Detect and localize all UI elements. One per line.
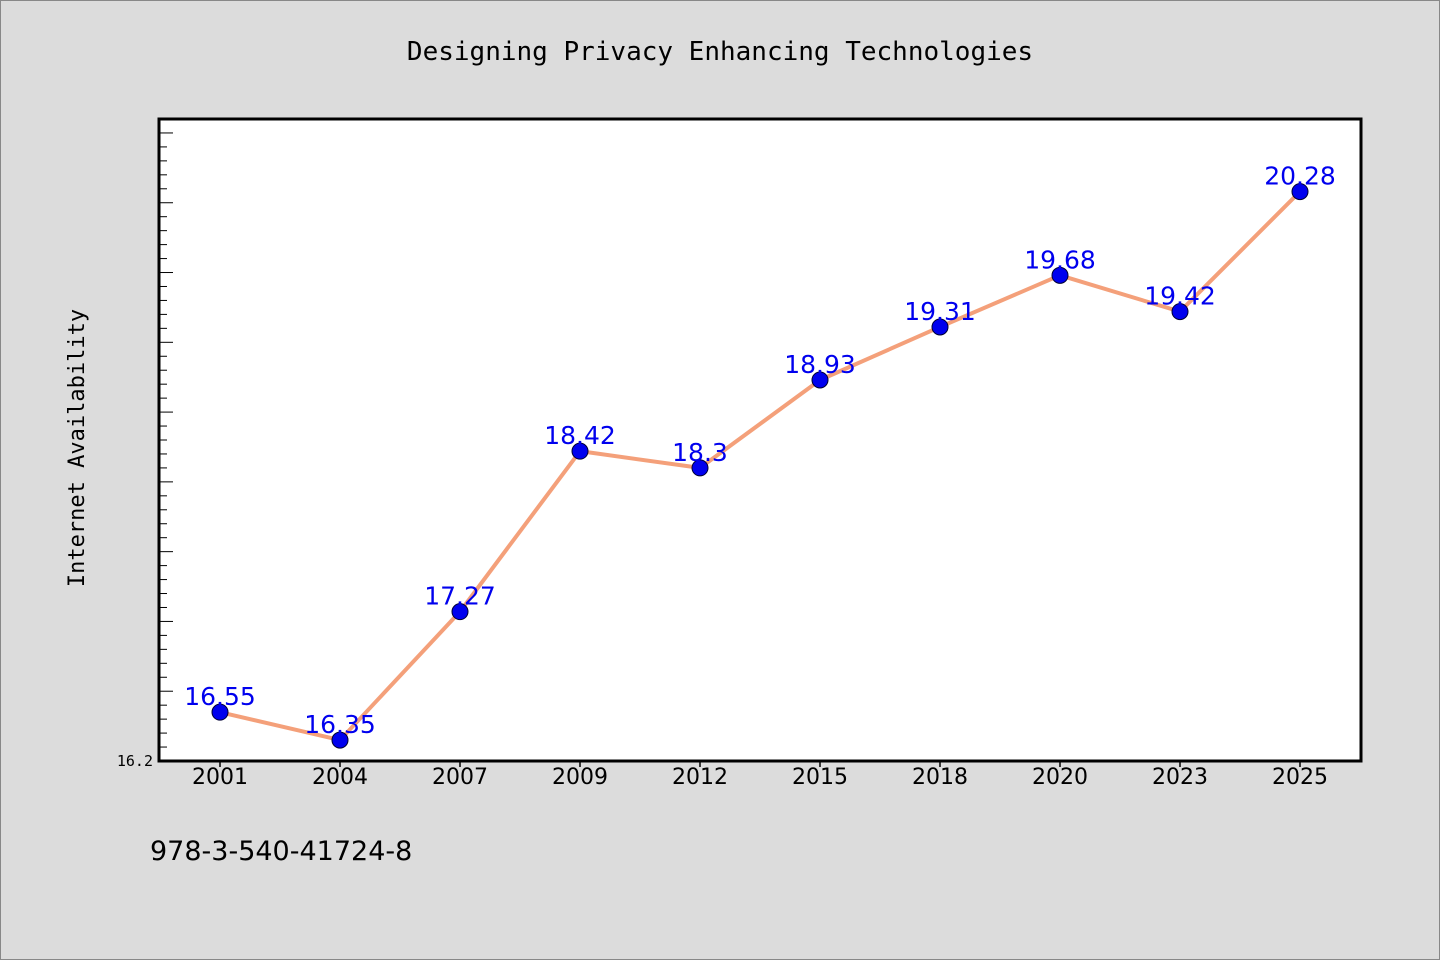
x-tick-label: 2004 (312, 765, 368, 790)
data-point (451, 603, 469, 621)
data-label: 18.93 (784, 350, 856, 379)
data-label: 19.42 (1144, 282, 1216, 311)
data-label: 17.27 (424, 582, 496, 611)
data-point (931, 318, 949, 336)
y-axis-label: Internet Availability (65, 309, 90, 587)
data-label: 19.68 (1024, 245, 1096, 274)
data-point (1171, 303, 1189, 321)
plot-area (157, 117, 1363, 763)
data-label: 16.35 (304, 710, 376, 739)
y-axis-ticks: 16.2 (117, 132, 173, 770)
x-tick-label: 2009 (552, 765, 608, 790)
data-label: 19.31 (904, 297, 976, 326)
data-label: 20.28 (1264, 162, 1336, 191)
x-tick-label: 2025 (1272, 765, 1328, 790)
y-tick-label: 16.2 (117, 752, 153, 770)
data-point (571, 442, 589, 460)
x-axis-ticks: 2001 2004 2007 2009 2012 2015 2018 2020 2023 2025 (192, 761, 1328, 790)
data-markers (211, 183, 1309, 749)
x-tick-label: 2001 (192, 765, 248, 790)
isbn-text: 978-3-540-41724-8 (150, 836, 413, 867)
data-point (211, 703, 229, 721)
data-label: 16.55 (184, 682, 256, 711)
chart-title: Designing Privacy Enhancing Technologies (407, 37, 1033, 67)
data-labels: 16.55 16.35 17.27 18.42 18.3 18.93 19.31 19.68 1… (184, 162, 1336, 739)
x-tick-label: 2012 (672, 765, 728, 790)
data-point (811, 371, 829, 389)
data-point (691, 459, 709, 477)
x-tick-label: 2023 (1152, 765, 1208, 790)
data-label: 18.42 (544, 421, 616, 450)
x-tick-label: 2007 (432, 765, 488, 790)
x-tick-label: 2020 (1032, 765, 1088, 790)
x-tick-label: 2018 (912, 765, 968, 790)
data-point (1051, 266, 1069, 284)
x-tick-label: 2015 (792, 765, 848, 790)
series-line (219, 190, 1302, 743)
data-label: 18.3 (672, 438, 728, 467)
data-point (331, 731, 349, 749)
data-point (1291, 183, 1309, 201)
